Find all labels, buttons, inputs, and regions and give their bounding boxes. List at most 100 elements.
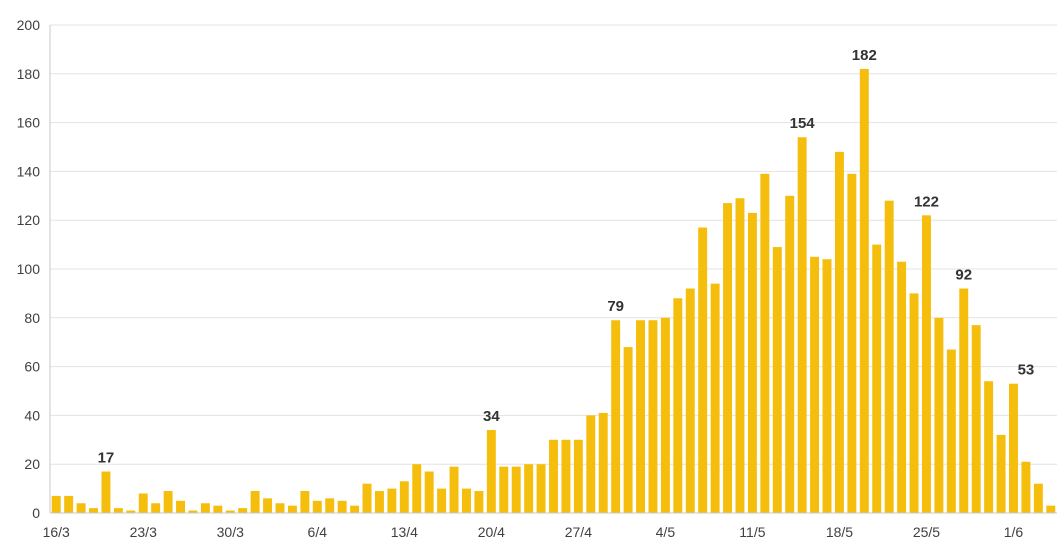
bar: [200, 503, 210, 513]
bar: [623, 347, 633, 513]
bar: [723, 203, 733, 513]
bar: [1009, 383, 1018, 513]
data-label: 79: [607, 298, 624, 315]
bar: [399, 481, 409, 513]
bar: [549, 439, 558, 513]
bar: [1021, 461, 1031, 513]
bars: [51, 68, 1056, 514]
bar: [710, 283, 720, 513]
data-label: 122: [914, 193, 939, 210]
bar: [287, 505, 297, 513]
bar: [474, 491, 484, 513]
data-label: 17: [98, 450, 115, 467]
bar: [822, 259, 832, 513]
x-tick-label: 27/4: [565, 524, 592, 540]
bar: [561, 439, 571, 513]
bar: [225, 510, 235, 513]
bar: [325, 498, 335, 513]
bar: [300, 491, 310, 513]
bar: [312, 500, 322, 513]
bar: [598, 412, 608, 513]
x-tick-label: 4/5: [656, 524, 676, 540]
bar: [872, 244, 882, 513]
bar: [374, 491, 384, 513]
bar: [176, 500, 186, 513]
x-tick-label: 25/5: [913, 524, 940, 540]
bar: [760, 173, 770, 513]
bar: [64, 495, 74, 513]
bar: [51, 495, 61, 513]
bar: [412, 464, 422, 513]
bar: [934, 317, 944, 513]
bar: [747, 212, 757, 513]
x-tick-label: 18/5: [826, 524, 853, 540]
bar: [213, 505, 223, 513]
bar: [113, 508, 123, 513]
bar: [138, 493, 148, 513]
y-tick-label: 180: [17, 66, 41, 82]
data-label: 53: [1018, 362, 1035, 379]
bar: [163, 491, 173, 513]
y-tick-label: 40: [24, 407, 40, 423]
bar: [238, 508, 248, 513]
bar: [834, 151, 844, 513]
bar: [350, 505, 360, 513]
bar: [449, 466, 459, 513]
bar: [151, 503, 161, 513]
bar: [524, 464, 534, 513]
bar: [1046, 505, 1056, 513]
x-tick-label: 13/4: [391, 524, 418, 540]
bar: [971, 325, 981, 513]
bar: [101, 471, 111, 513]
bar: [499, 466, 509, 513]
bar: [698, 227, 708, 513]
bar: [424, 471, 434, 513]
data-labels: 17 34 79 154 182 122 92 53: [98, 47, 1035, 467]
x-tick-label: 6/4: [308, 524, 328, 540]
bar: [984, 381, 994, 513]
bar: [511, 466, 521, 513]
bar: [89, 508, 98, 513]
bar: [660, 317, 670, 513]
bar: [772, 247, 782, 514]
bar: [636, 320, 646, 513]
bar: [810, 256, 820, 513]
data-label: 154: [790, 115, 816, 132]
bar: [611, 320, 621, 513]
x-tick-label: 1/6: [1004, 524, 1024, 540]
y-tick-label: 20: [24, 456, 40, 472]
bar: [188, 510, 198, 513]
bar: [847, 173, 857, 513]
bar: [461, 488, 471, 513]
bar: [536, 464, 546, 513]
data-label: 34: [483, 408, 500, 425]
y-tick-label: 140: [17, 163, 41, 179]
x-tick-label: 20/4: [478, 524, 505, 540]
data-label: 92: [955, 267, 972, 284]
bar: [921, 215, 931, 513]
y-tick-label: 160: [17, 115, 41, 131]
x-tick-label: 11/5: [739, 524, 765, 540]
bar: [437, 488, 447, 513]
bar: [1033, 483, 1043, 513]
y-tick-label: 80: [24, 310, 40, 326]
x-tick-label: 23/3: [130, 524, 157, 540]
bar: [337, 500, 347, 513]
bar: [946, 349, 956, 513]
bar: [586, 415, 596, 513]
bar: [275, 503, 285, 513]
y-tick-label: 0: [32, 505, 40, 521]
x-tick-label: 16/3: [43, 524, 70, 540]
bar: [387, 488, 397, 513]
bar: [909, 293, 919, 513]
gridlines: [50, 24, 1057, 465]
bar: [126, 510, 136, 513]
y-tick-label: 60: [24, 359, 40, 375]
bar: [959, 288, 969, 513]
bar: [884, 200, 894, 513]
bar: [76, 503, 86, 513]
bar: [263, 498, 273, 513]
bar: [735, 198, 745, 514]
